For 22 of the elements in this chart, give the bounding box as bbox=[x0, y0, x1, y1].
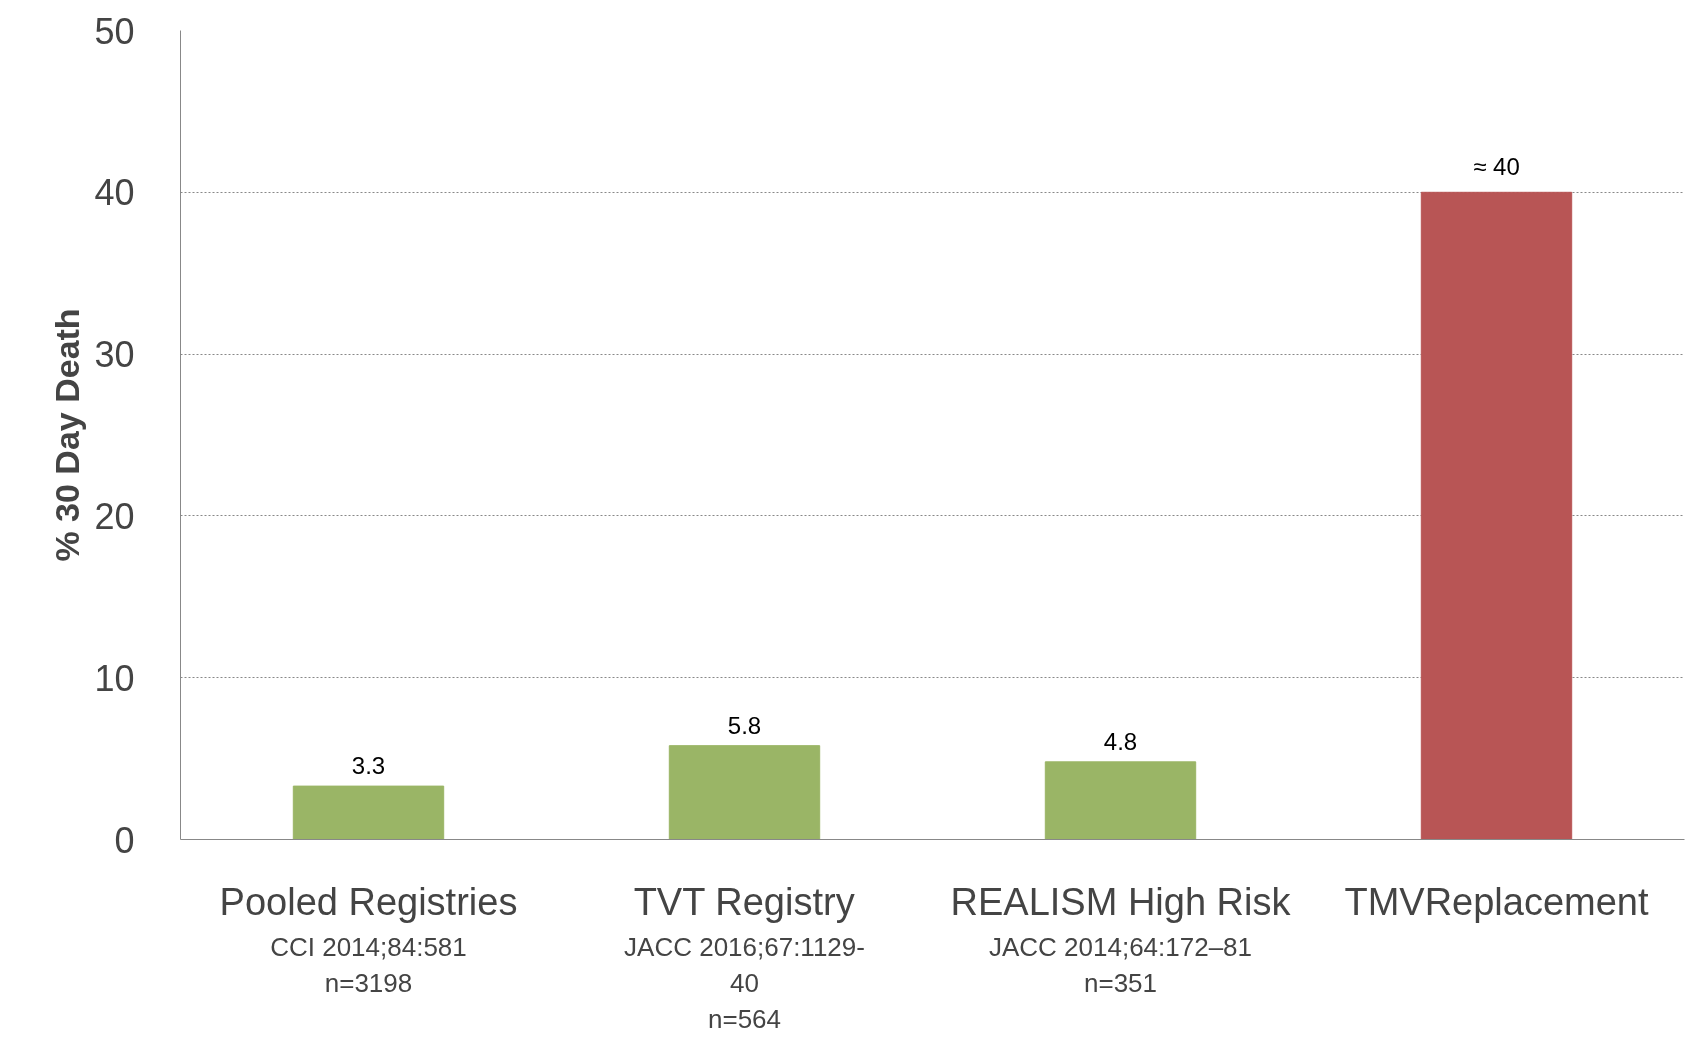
data-label: 4.8 bbox=[1103, 727, 1138, 755]
x-tick-label: TVT Registry bbox=[633, 880, 855, 923]
data-label: ≈ 40 bbox=[1473, 153, 1520, 181]
y-tick-label: 20 bbox=[94, 495, 135, 537]
x-tick-label: REALISM High Risk bbox=[950, 880, 1292, 923]
data-label: 3.3 bbox=[351, 752, 386, 780]
x-tick-label: Pooled Registries bbox=[219, 880, 518, 923]
y-tick-label: 50 bbox=[94, 10, 135, 52]
text: JACC 2016;67:1129- 40 n=564 bbox=[624, 931, 865, 1034]
y-tick-label: 40 bbox=[94, 172, 135, 214]
data-label: 5.8 bbox=[727, 711, 762, 739]
y-tick-label: 30 bbox=[94, 334, 135, 376]
text: JACC 2014;64:172–81 n=351 bbox=[988, 931, 1253, 998]
x-tick-label: TMVReplacement bbox=[1344, 880, 1649, 923]
text: CCI 2014;84:581 n=3198 bbox=[270, 931, 467, 998]
y-tick-label: 10 bbox=[94, 657, 135, 699]
y-tick-label: 0 bbox=[114, 819, 135, 861]
bar bbox=[1044, 761, 1197, 840]
bar bbox=[1420, 191, 1573, 840]
bar bbox=[668, 745, 821, 840]
y-axis-title: % 30 Day Death bbox=[48, 308, 87, 562]
bar bbox=[292, 785, 445, 840]
